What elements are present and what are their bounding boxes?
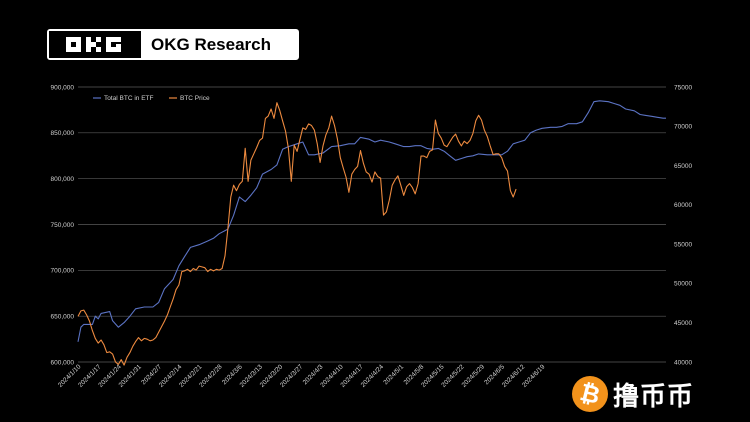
brand-title: OKG Research [151, 34, 271, 54]
watermark-text: 撸币币 [613, 381, 695, 412]
y-right-tick-label: 70000 [674, 124, 692, 131]
legend-label: Total BTC in ETF [104, 95, 154, 102]
legend-label: BTC Price [180, 95, 210, 102]
y-left-tick-label: 600,000 [51, 359, 75, 366]
y-left-tick-label: 750,000 [51, 222, 75, 229]
okx-logo-icon [49, 31, 141, 58]
y-right-tick-label: 50000 [674, 281, 692, 288]
y-right-tick-label: 55000 [674, 241, 692, 248]
y-right-tick-label: 45000 [674, 320, 692, 327]
y-left-tick-label: 700,000 [51, 268, 75, 275]
y-right-tick-label: 75000 [674, 84, 692, 91]
x-tick-label: 2024/5/1 [382, 363, 405, 386]
y-left-tick-label: 800,000 [51, 176, 75, 183]
y-left-tick-label: 650,000 [51, 313, 75, 320]
series-lines [77, 100, 666, 366]
y-axis-right: 40000 45000 50000 55000 60000 65000 70000 75000 [674, 84, 692, 366]
y-right-tick-label: 65000 [674, 163, 692, 170]
y-left-tick-label: 850,000 [51, 130, 75, 137]
grid-lines [78, 86, 666, 363]
y-left-tick-label: 900,000 [51, 84, 75, 91]
chart-legend: Total BTC in ETF BTC Price [93, 95, 210, 102]
series-line-btc-price [77, 102, 517, 366]
bitcoin-icon: ₿ [572, 376, 608, 412]
brand-header: OKG Research [47, 29, 299, 60]
y-right-tick-label: 60000 [674, 202, 692, 209]
x-axis: 2024/1/102024/1/172024/1/242024/1/312024… [57, 363, 547, 389]
y-axis-left: 600,000 650,000 700,000 750,000 800,000 850,0… [51, 84, 75, 366]
watermark: ₿ 撸币币 [571, 374, 694, 414]
series-line-total-btc-in-etf [77, 100, 666, 342]
y-right-tick-label: 40000 [674, 359, 692, 366]
